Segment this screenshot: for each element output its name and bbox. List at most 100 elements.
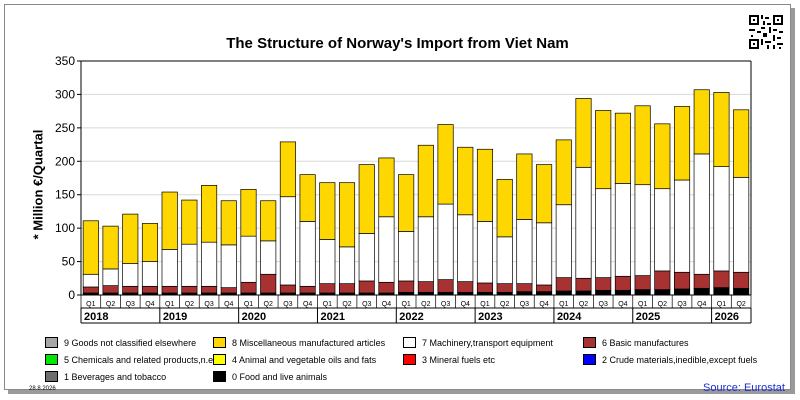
legend-swatch (583, 337, 596, 348)
bar-segment (417, 216, 434, 282)
legend-item: 8 Miscellaneous manufactured articles (213, 337, 385, 348)
bar-segment (201, 241, 218, 287)
bar-segment (693, 153, 710, 275)
year-label: 2026 (715, 311, 739, 323)
year-label: 2018 (84, 311, 108, 323)
legend-item: 1 Beverages and tobacco (45, 371, 166, 382)
legend-item: 5 Chemicals and related products,n.e.s. (45, 354, 223, 365)
bar-segment (398, 174, 415, 232)
bar-segment (614, 182, 631, 277)
year-label: 2023 (478, 311, 502, 323)
bar-segment (713, 270, 730, 288)
bar-segment (654, 188, 671, 272)
year-label: 2019 (163, 311, 187, 323)
bar-segment (338, 182, 356, 248)
bar-segment (102, 285, 119, 294)
bar-segment (595, 110, 612, 190)
bar-segment (614, 289, 631, 296)
bar-segment (457, 146, 474, 216)
bar-segment (673, 106, 691, 181)
bar-segment (240, 235, 257, 283)
bar-segment (516, 283, 533, 293)
legend-item: 7 Machinery,transport equipment (403, 337, 553, 348)
bar-segment (555, 204, 572, 278)
bar-segment (398, 280, 415, 293)
bar-segment (437, 203, 454, 280)
x-tick-label: Q4 (697, 301, 706, 308)
bar-segment (496, 283, 513, 293)
bar-segment (220, 244, 237, 288)
bar-segment (161, 285, 178, 294)
x-tick-label: Q2 (421, 301, 430, 308)
bar-segment (595, 188, 612, 278)
bar-segment (260, 200, 277, 242)
bar-segment (122, 263, 139, 287)
bar-segment (536, 291, 553, 296)
bar-segment (122, 285, 139, 294)
x-tick-label: Q3 (126, 301, 135, 308)
x-tick-label: Q2 (264, 301, 273, 308)
bar-segment (437, 279, 454, 293)
x-tick-label: Q2 (579, 301, 588, 308)
bar-segment (496, 236, 513, 284)
bar-segment (319, 182, 336, 240)
legend-swatch (403, 354, 416, 365)
x-tick-label: Q3 (441, 301, 450, 308)
bar-segment (634, 105, 651, 186)
legend-label: 3 Mineral fuels etc (422, 354, 496, 365)
chart-title: The Structure of Norway's Import from Vi… (226, 35, 569, 52)
bar-segment (654, 270, 671, 291)
x-tick-label: Q4 (539, 301, 548, 308)
bar-segment (122, 213, 139, 264)
bar-segment (733, 109, 750, 178)
x-tick-label: Q3 (283, 301, 292, 308)
x-tick-label: Q1 (559, 301, 568, 308)
legend-swatch (213, 371, 226, 382)
bar-segment (693, 89, 710, 155)
legend-swatch (213, 337, 226, 348)
bar-segment (437, 124, 454, 205)
bar-segment (713, 166, 730, 272)
bar-segment (575, 290, 592, 296)
bar-segment (654, 123, 671, 190)
bar-segment (319, 239, 336, 284)
y-tick-label: 0 (68, 288, 75, 302)
bar-segment (279, 141, 296, 198)
source-link[interactable]: Source: Eurostat (703, 382, 785, 394)
legend-item: 2 Crude materials,inedible,except fuels (583, 354, 757, 365)
bar-segment (516, 291, 533, 296)
bar-segment (338, 246, 356, 284)
bar-segment (102, 268, 119, 286)
y-tick-label: 150 (55, 188, 75, 202)
bar-segment (161, 249, 178, 287)
bar-segment (733, 176, 750, 273)
legend-label: 2 Crude materials,inedible,except fuels (602, 354, 758, 365)
bar-segment (398, 231, 415, 282)
bar-segment (141, 285, 159, 294)
legend-item: 0 Food and live animals (213, 371, 327, 382)
bar-segment (161, 191, 178, 250)
bar-segment (713, 287, 730, 296)
bar-chart: 0 50 100 150 200 250 300 350 Q1 Q2 Q3 Q4 Q1 Q2 Q3 Q4 Q1 Q… (55, 54, 752, 324)
y-tick-label: 350 (55, 54, 75, 68)
bar-segment (713, 92, 730, 167)
bar-segment (102, 225, 119, 270)
bar-segment (220, 200, 237, 246)
bar-segment (536, 164, 553, 224)
x-tick-label: Q2 (185, 301, 194, 308)
legend-item: 9 Goods not classified elsewhere (45, 337, 196, 348)
bar-segment (260, 240, 277, 275)
bar-segment (555, 290, 572, 296)
bar-segment (693, 273, 710, 289)
legend-item: 4 Animal and vegetable oils and fats (213, 354, 376, 365)
x-tick-label: Q3 (677, 301, 686, 308)
bar-segment (378, 216, 395, 283)
bar-segment (220, 287, 237, 294)
bar-segment (575, 277, 592, 292)
bar-segment (319, 283, 336, 294)
bar-segment (299, 174, 316, 222)
bar-segment (181, 285, 198, 294)
bar-segment (279, 284, 296, 294)
bar-segment (181, 243, 198, 287)
bar-segment (634, 289, 651, 296)
